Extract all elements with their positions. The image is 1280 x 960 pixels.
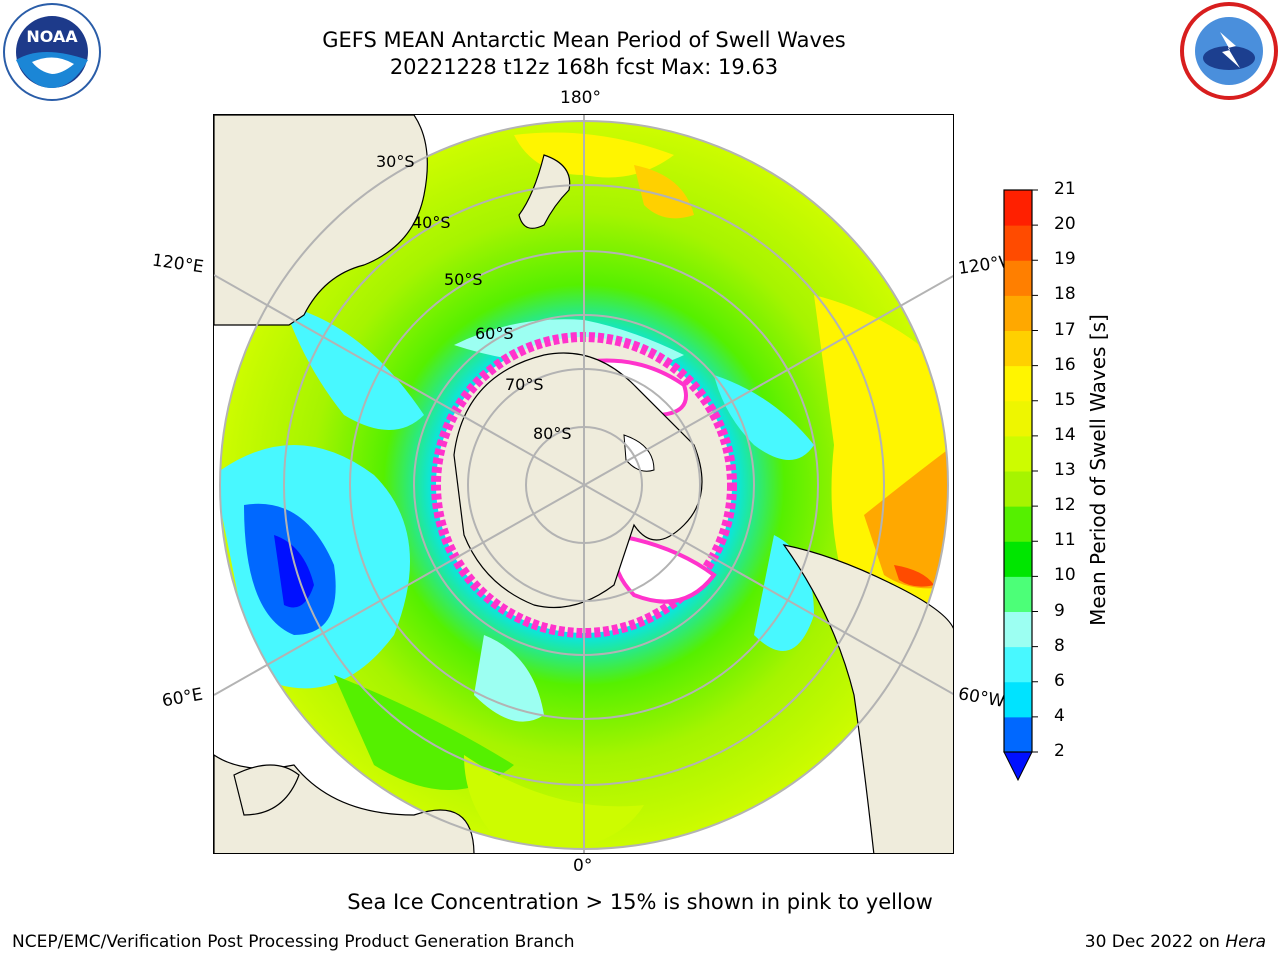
- colorbar-segment: [1004, 611, 1032, 648]
- polar-map: [213, 114, 954, 854]
- lat-label-80s: 80°S: [533, 424, 572, 443]
- colorbar-tick-label: 12: [1054, 495, 1076, 516]
- colorbar: [1000, 186, 1120, 786]
- lon-label-60w: 60°W: [956, 684, 1007, 712]
- colorbar-tick-label: 4: [1054, 705, 1065, 726]
- colorbar-segment: [1004, 225, 1032, 261]
- colorbar-tick-label: 6: [1054, 670, 1065, 691]
- colorbar-tick-label: 8: [1054, 635, 1065, 656]
- colorbar-segment: [1004, 295, 1032, 331]
- colorbar-segment: [1004, 716, 1032, 753]
- lon-label-60e: 60°E: [160, 684, 205, 712]
- graticule: [214, 115, 953, 853]
- colorbar-tick-label: 2: [1054, 741, 1065, 761]
- lon-label-180: 180°: [560, 88, 601, 108]
- colorbar-segment: [1004, 646, 1032, 683]
- lon-label-0: 0°: [573, 856, 593, 876]
- lat-label-60s: 60°S: [475, 324, 514, 343]
- credit-line: NCEP/EMC/Verification Post Processing Pr…: [12, 932, 575, 952]
- colorbar-segment: [1004, 435, 1032, 472]
- colorbar-tick-label: 17: [1054, 319, 1076, 340]
- colorbar-tick-label: 16: [1054, 354, 1076, 375]
- sea-ice-note: Sea Ice Concentration > 15% is shown in …: [347, 890, 933, 914]
- colorbar-segment: [1004, 681, 1032, 718]
- colorbar-tick-label: 19: [1054, 249, 1076, 270]
- colorbar-tick-label: 10: [1054, 565, 1076, 586]
- colorbar-tick-label: 9: [1054, 600, 1065, 621]
- map-subtitle: 20221228 t12z 168h fcst Max: 19.63: [389, 55, 779, 79]
- date-line: 30 Dec 2022 on Hera: [1085, 932, 1266, 952]
- colorbar-segment: [1004, 260, 1032, 296]
- lat-label-50s: 50°S: [444, 270, 483, 289]
- machine-name: Hera: [1225, 932, 1266, 952]
- noaa-logo-text: NOAA: [26, 27, 78, 46]
- noaa-logo-icon: NOAA: [2, 2, 102, 102]
- colorbar-segment: [1004, 400, 1032, 437]
- colorbar-tick-label: 18: [1054, 284, 1076, 305]
- colorbar-segment: [1004, 190, 1032, 226]
- lon-label-120e: 120°E: [150, 250, 205, 278]
- colorbar-tick-label: 14: [1054, 424, 1076, 445]
- colorbar-label: Mean Period of Swell Waves [s]: [1086, 314, 1110, 626]
- colorbar-tick-label: 11: [1054, 530, 1076, 551]
- nws-logo-icon: [1180, 2, 1278, 100]
- colorbar-segment: [1004, 541, 1032, 577]
- lat-label-40s: 40°S: [412, 213, 451, 232]
- colorbar-segment: [1004, 506, 1032, 542]
- map-title: GEFS MEAN Antarctic Mean Period of Swell…: [322, 28, 846, 52]
- date-text: 30 Dec 2022 on: [1084, 932, 1226, 952]
- colorbar-tick-label: 20: [1054, 214, 1076, 235]
- colorbar-segment: [1004, 471, 1032, 507]
- colorbar-tick-label: 15: [1054, 389, 1076, 410]
- lat-label-70s: 70°S: [505, 375, 544, 394]
- continents: [214, 115, 953, 853]
- colorbar-tick-label: 21: [1054, 179, 1076, 199]
- colorbar-segment: [1004, 330, 1032, 367]
- colorbar-extend-arrow: [1003, 751, 1033, 782]
- colorbar-segment: [1004, 365, 1032, 402]
- colorbar-tick-label: 13: [1054, 460, 1076, 480]
- colorbar-segment: [1004, 576, 1032, 612]
- lat-label-30s: 30°S: [376, 152, 415, 171]
